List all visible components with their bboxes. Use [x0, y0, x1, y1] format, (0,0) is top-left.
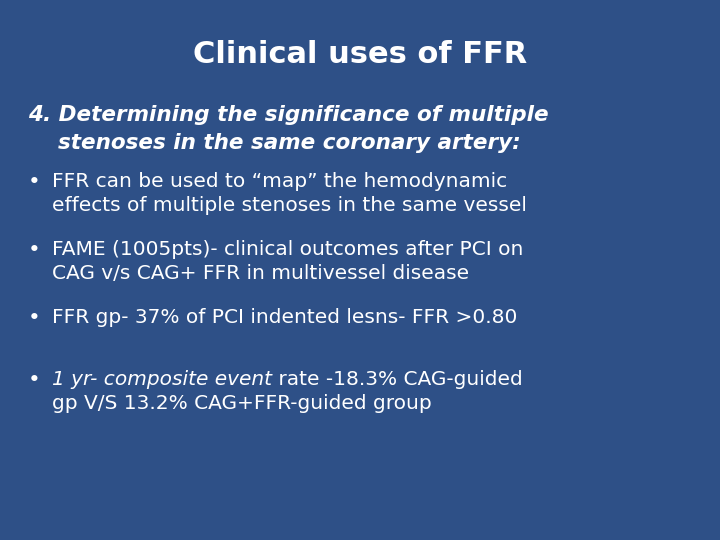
Text: rate -18.3% CAG-guided: rate -18.3% CAG-guided [272, 370, 523, 389]
Text: •: • [28, 172, 41, 192]
Text: stenoses in the same coronary artery:: stenoses in the same coronary artery: [28, 133, 521, 153]
Text: Clinical uses of FFR: Clinical uses of FFR [193, 40, 527, 69]
Text: 4. Determining the significance of multiple: 4. Determining the significance of multi… [28, 105, 549, 125]
Text: CAG v/s CAG+ FFR in multivessel disease: CAG v/s CAG+ FFR in multivessel disease [52, 264, 469, 283]
Text: effects of multiple stenoses in the same vessel: effects of multiple stenoses in the same… [52, 196, 527, 215]
Text: FFR gp- 37% of PCI indented lesns- FFR >0.80: FFR gp- 37% of PCI indented lesns- FFR >… [52, 308, 518, 327]
Text: FFR can be used to “map” the hemodynamic: FFR can be used to “map” the hemodynamic [52, 172, 507, 191]
Text: 1 yr- composite event: 1 yr- composite event [52, 370, 272, 389]
Text: •: • [28, 308, 41, 328]
Text: •: • [28, 370, 41, 390]
Text: FAME (1005pts)- clinical outcomes after PCI on: FAME (1005pts)- clinical outcomes after … [52, 240, 523, 259]
Text: gp V/S 13.2% CAG+FFR-guided group: gp V/S 13.2% CAG+FFR-guided group [52, 394, 432, 413]
Text: •: • [28, 240, 41, 260]
